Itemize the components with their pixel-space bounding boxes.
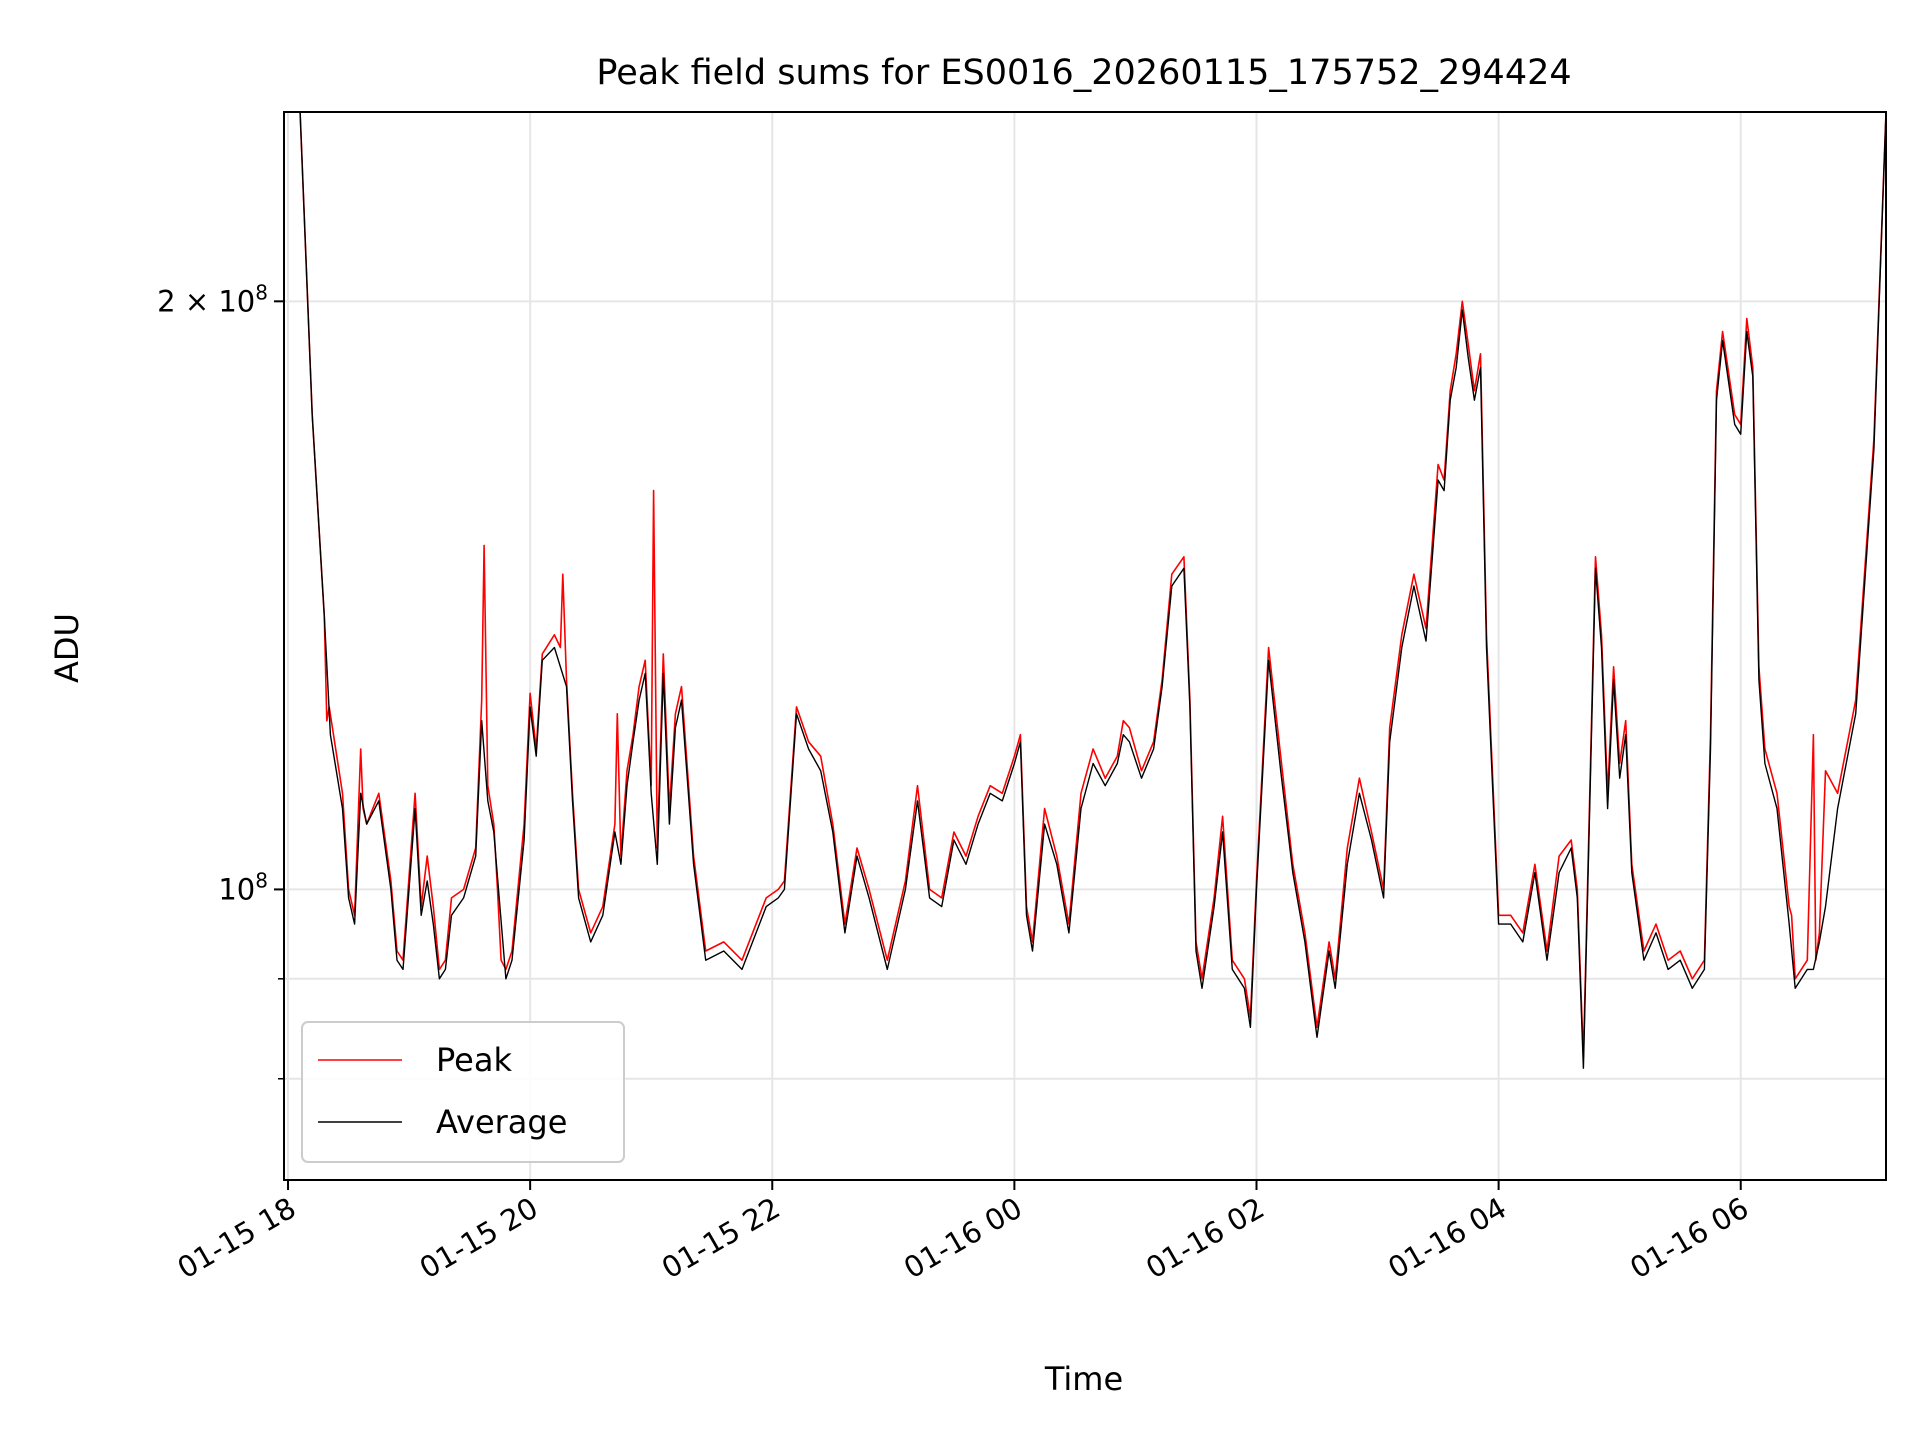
legend-average-label: Average [436, 1103, 567, 1141]
y-axis-label: ADU [48, 613, 86, 683]
chart-title: Peak field sums for ES0016_20260115_1757… [596, 53, 1571, 93]
legend-box [301, 1021, 625, 1163]
plot-frame [283, 111, 1887, 1181]
peak-series-line [284, 112, 1886, 1059]
y-tick-label: 2 × 108 [157, 280, 268, 318]
y-axis-ticks: 2 × 108 108 [157, 280, 284, 1080]
series-lines [284, 112, 1886, 1069]
legend-peak-label: Peak [436, 1041, 512, 1079]
y-tick-label: 108 [218, 868, 268, 906]
average-series-line [284, 112, 1886, 1069]
x-axis-label: Time [1044, 1360, 1123, 1398]
grid-lines [284, 112, 1886, 1180]
legend: Peak Average [301, 1021, 625, 1163]
